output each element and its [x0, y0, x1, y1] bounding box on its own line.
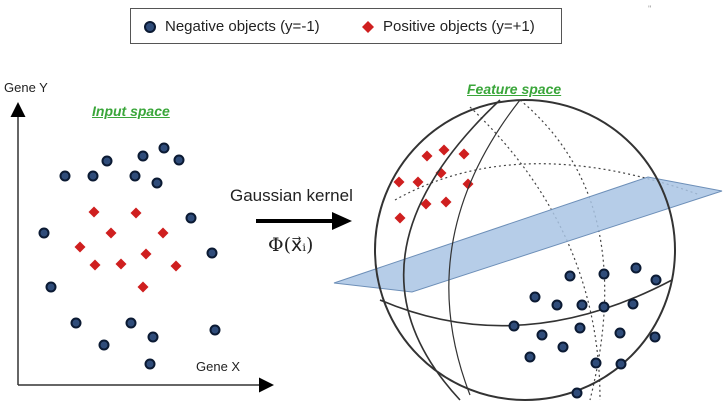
legend-positive-marker — [362, 21, 374, 33]
input-negative-point — [158, 142, 170, 154]
input-negative-point — [125, 317, 137, 329]
input-negative-point — [38, 227, 50, 239]
input-positive-point — [140, 248, 152, 260]
legend-positive-label: Positive objects (y=+1) — [383, 18, 535, 35]
input-positive-point — [115, 258, 127, 270]
input-positive-point — [105, 227, 117, 239]
input-negative-point — [206, 247, 218, 259]
feature-negative-point — [627, 298, 639, 310]
feature-positive-point — [440, 196, 452, 208]
input-negative-point — [70, 317, 82, 329]
feature-positive-point — [412, 176, 424, 188]
input-negative-point — [59, 170, 71, 182]
input-space-axes — [10, 102, 274, 393]
feature-positive-point — [458, 148, 470, 160]
feature-negative-point — [598, 268, 610, 280]
input-positive-point — [137, 281, 149, 293]
legend-negative-label: Negative objects (y=-1) — [165, 18, 320, 35]
feature-negative-points — [508, 262, 662, 399]
feature-negative-point — [650, 274, 662, 286]
feature-negative-point — [536, 329, 548, 341]
input-positive-point — [130, 207, 142, 219]
y-axis-label: Gene Y — [4, 80, 48, 95]
input-negative-point — [98, 339, 110, 351]
input-positive-points — [74, 206, 182, 293]
input-negative-point — [129, 170, 141, 182]
input-negative-point — [185, 212, 197, 224]
input-negative-point — [209, 324, 221, 336]
input-space-title: Input space — [92, 103, 170, 119]
separating-hyperplane — [333, 176, 723, 293]
input-negative-point — [144, 358, 156, 370]
feature-positive-point — [420, 198, 432, 210]
feature-negative-point — [576, 299, 588, 311]
feature-negative-point — [615, 358, 627, 370]
feature-negative-point — [649, 331, 661, 343]
input-positive-point — [74, 241, 86, 253]
kernel-label: Gaussian kernel — [230, 186, 353, 205]
input-negative-point — [151, 177, 163, 189]
feature-positive-point — [421, 150, 433, 162]
feature-negative-point — [598, 301, 610, 313]
feature-negative-point — [590, 357, 602, 369]
x-axis-label: Gene X — [196, 359, 241, 374]
feature-positive-point — [438, 144, 450, 156]
feature-negative-point — [557, 341, 569, 353]
feature-negative-point — [529, 291, 541, 303]
feature-negative-point — [564, 270, 576, 282]
input-negative-point — [147, 331, 159, 343]
feature-negative-point — [630, 262, 642, 274]
legend-negative-marker — [144, 21, 156, 33]
feature-positive-point — [394, 212, 406, 224]
input-negative-point — [87, 170, 99, 182]
phi-function-label: Φ(x⃗ᵢ) — [268, 234, 314, 256]
input-positive-point — [88, 206, 100, 218]
input-negative-point — [101, 155, 113, 167]
feature-negative-point — [571, 387, 583, 399]
input-positive-point — [170, 260, 182, 272]
legend: Negative objects (y=-1) Positive objects… — [130, 8, 562, 44]
input-negative-point — [45, 281, 57, 293]
mapping-arrow — [256, 212, 352, 230]
input-positive-point — [89, 259, 101, 271]
input-positive-point — [157, 227, 169, 239]
stray-mark: '' — [648, 4, 652, 14]
feature-space-title: Feature space — [467, 81, 562, 97]
input-negative-points — [38, 142, 221, 370]
feature-negative-point — [508, 320, 520, 332]
feature-negative-point — [614, 327, 626, 339]
input-negative-point — [173, 154, 185, 166]
input-negative-point — [137, 150, 149, 162]
feature-negative-point — [551, 299, 563, 311]
feature-sphere-front — [374, 99, 676, 401]
feature-positive-point — [393, 176, 405, 188]
feature-negative-point — [574, 322, 586, 334]
feature-positive-points — [393, 144, 474, 224]
feature-negative-point — [524, 351, 536, 363]
